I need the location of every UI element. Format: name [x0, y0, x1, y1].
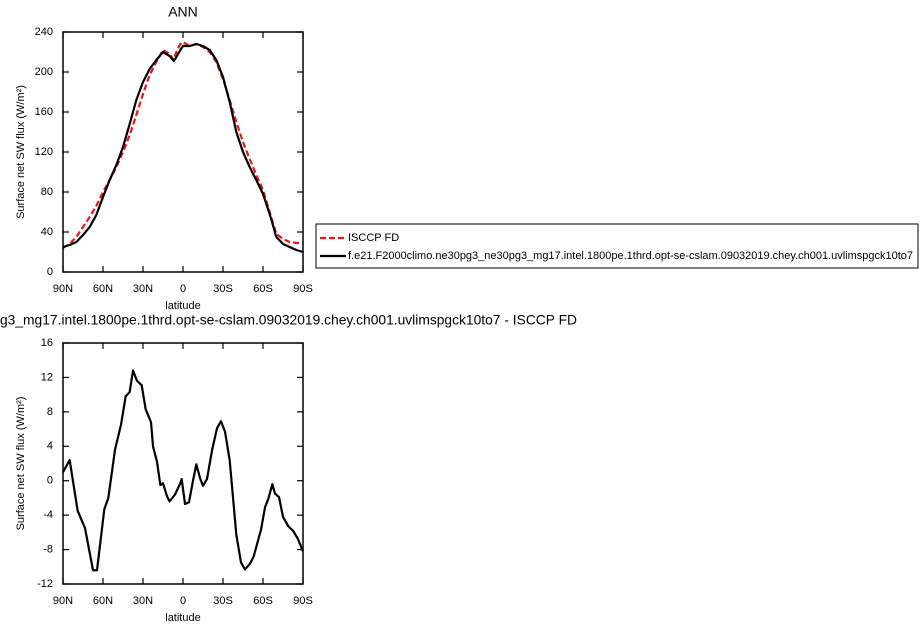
- data-line: [62, 369, 305, 572]
- y-tick-label: 200: [35, 66, 53, 78]
- y-tick-label: 80: [41, 186, 53, 198]
- y-tick-label: 240: [35, 26, 53, 38]
- x-tick-label: 0: [180, 595, 186, 607]
- data-line: [62, 40, 303, 249]
- plot-frame: [62, 342, 304, 585]
- data-line: [62, 42, 304, 254]
- legend-label: f.e21.F2000climo.ne30pg3_ne30pg3_mg17.in…: [348, 250, 913, 262]
- y-tick-label: 4: [47, 440, 53, 452]
- y-tick-label: 8: [47, 406, 53, 418]
- x-tick-label: 60N: [93, 283, 113, 295]
- x-axis-label: latitude: [165, 300, 200, 312]
- y-tick-label: -8: [43, 543, 53, 555]
- y-tick-label: 12: [41, 371, 53, 383]
- x-tick-label: 60N: [93, 595, 113, 607]
- y-tick-label: -12: [37, 578, 53, 590]
- x-tick-label: 60S: [253, 283, 273, 295]
- x-tick-label: 0: [180, 283, 186, 295]
- x-tick-label: 30S: [213, 595, 233, 607]
- x-tick-label: 90N: [53, 595, 73, 607]
- y-tick-label: 160: [35, 106, 53, 118]
- y-axis-label: Surface net SW flux (W/m²): [15, 397, 27, 531]
- x-axis-label: latitude: [165, 612, 200, 624]
- x-tick-label: 90S: [293, 595, 313, 607]
- x-tick-label: 30N: [133, 283, 153, 295]
- legend-box: [315, 223, 919, 269]
- y-tick-label: 120: [35, 146, 53, 158]
- x-tick-label: 90S: [293, 283, 313, 295]
- plot-frame: [62, 31, 304, 273]
- y-tick-label: 0: [47, 266, 53, 278]
- x-tick-label: 30S: [213, 283, 233, 295]
- legend-label: ISCCP FD: [348, 232, 399, 244]
- chart-title: ANN: [168, 4, 198, 20]
- x-tick-label: 90N: [53, 283, 73, 295]
- y-tick-label: 16: [41, 337, 53, 349]
- y-axis-label: Surface net SW flux (W/m²): [15, 85, 27, 219]
- chart-title: g3_mg17.intel.1800pe.1thrd.opt-se-cslam.…: [0, 312, 577, 328]
- y-tick-label: -4: [43, 509, 53, 521]
- x-tick-label: 30N: [133, 595, 153, 607]
- x-tick-label: 60S: [253, 595, 273, 607]
- y-tick-label: 40: [41, 226, 53, 238]
- y-tick-label: 0: [47, 475, 53, 487]
